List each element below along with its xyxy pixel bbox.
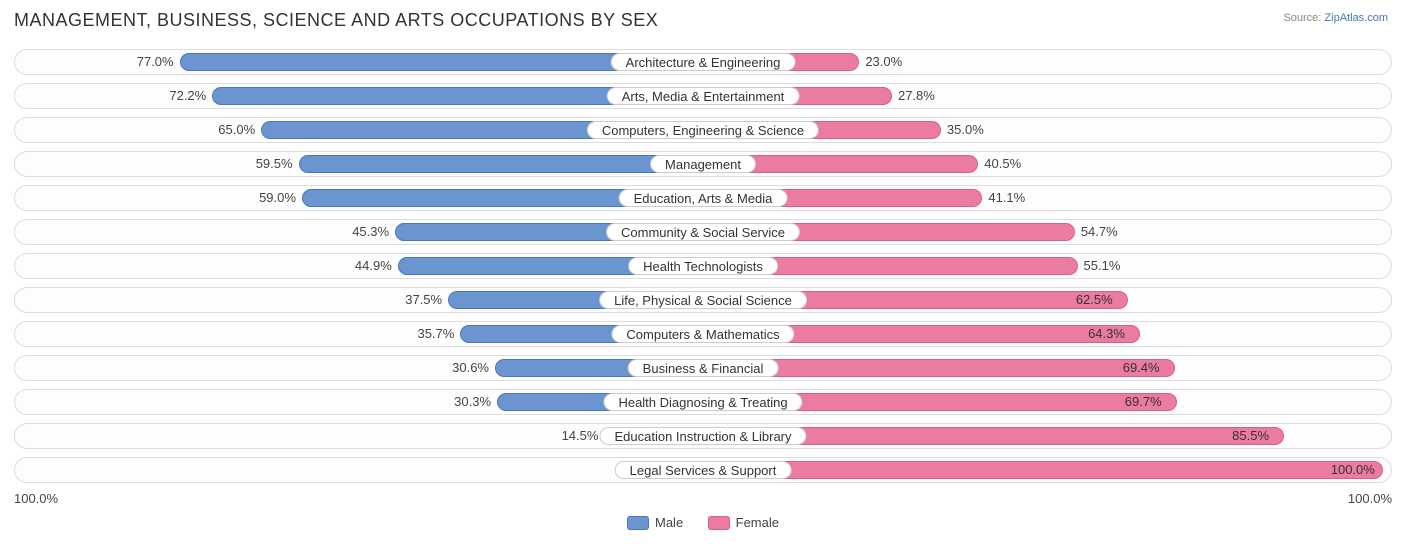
- pct-female-label: 35.0%: [947, 122, 984, 137]
- bar-male: [299, 155, 703, 173]
- axis-left-label: 100.0%: [14, 491, 58, 506]
- axis-right-label: 100.0%: [1348, 491, 1392, 506]
- category-label: Business & Financial: [628, 359, 779, 377]
- pct-male-label: 14.5%: [562, 428, 599, 443]
- pct-male-label: 45.3%: [352, 224, 389, 239]
- category-label: Life, Physical & Social Science: [599, 291, 807, 309]
- chart-title: MANAGEMENT, BUSINESS, SCIENCE AND ARTS O…: [0, 0, 1406, 31]
- category-label: Health Diagnosing & Treating: [603, 393, 802, 411]
- chart-row: 0.0%100.0%Legal Services & Support: [14, 457, 1392, 483]
- category-label: Management: [650, 155, 756, 173]
- legend-male: Male: [627, 515, 683, 530]
- legend: Male Female: [0, 515, 1406, 535]
- bar-female: [703, 461, 1383, 479]
- chart-row: 35.7% 64.3% Computers & Mathematics: [14, 321, 1392, 347]
- category-label: Health Technologists: [628, 257, 778, 275]
- pct-female-label: 23.0%: [865, 54, 902, 69]
- chart-row: 59.0% 41.1% Education, Arts & Media: [14, 185, 1392, 211]
- pct-female-label: 41.1%: [988, 190, 1025, 205]
- pct-female-label: 64.3%: [1088, 326, 1125, 341]
- pct-male-label: 44.9%: [355, 258, 392, 273]
- pct-male-label: 35.7%: [417, 326, 454, 341]
- pct-male-label: 72.2%: [169, 88, 206, 103]
- category-label: Community & Social Service: [606, 223, 800, 241]
- pct-female-label: 62.5%: [1076, 292, 1113, 307]
- pct-male-label: 65.0%: [218, 122, 255, 137]
- chart-row: 14.5% 85.5% Education Instruction & Librar…: [14, 423, 1392, 449]
- source-attribution: Source: ZipAtlas.com: [1283, 12, 1388, 24]
- pct-male-label: 77.0%: [137, 54, 174, 69]
- category-label: Education Instruction & Library: [599, 427, 806, 445]
- pct-male-label: 30.6%: [452, 360, 489, 375]
- pct-male-label: 59.0%: [259, 190, 296, 205]
- legend-female-swatch: [708, 516, 730, 530]
- chart-body: 77.0% 23.0% Architecture & Engineering 72.2…: [14, 49, 1392, 483]
- category-label: Education, Arts & Media: [619, 189, 788, 207]
- chart-row: 37.5% 62.5% Life, Physical & Social Scienc…: [14, 287, 1392, 313]
- pct-female-label: 27.8%: [898, 88, 935, 103]
- category-label: Computers, Engineering & Science: [587, 121, 819, 139]
- chart-row: 77.0% 23.0% Architecture & Engineering: [14, 49, 1392, 75]
- source-name: ZipAtlas.com: [1324, 12, 1388, 24]
- legend-male-label: Male: [655, 515, 683, 530]
- legend-female: Female: [708, 515, 779, 530]
- legend-female-label: Female: [736, 515, 779, 530]
- pct-female-label: 54.7%: [1081, 224, 1118, 239]
- pct-female-label: 40.5%: [984, 156, 1021, 171]
- chart-row: 65.0% 35.0% Computers, Engineering & Scien…: [14, 117, 1392, 143]
- chart-row: 45.3% 54.7% Community & Social Service: [14, 219, 1392, 245]
- chart-row: 59.5% 40.5% Management: [14, 151, 1392, 177]
- source-label: Source:: [1283, 12, 1321, 24]
- pct-male-label: 30.3%: [454, 394, 491, 409]
- pct-female-label: 69.7%: [1125, 394, 1162, 409]
- chart-row: 30.6% 69.4% Business & Financial: [14, 355, 1392, 381]
- legend-male-swatch: [627, 516, 649, 530]
- pct-female-label: 55.1%: [1084, 258, 1121, 273]
- category-label: Arts, Media & Entertainment: [607, 87, 800, 105]
- category-label: Computers & Mathematics: [611, 325, 794, 343]
- category-label: Legal Services & Support: [615, 461, 792, 479]
- chart-row: 44.9% 55.1% Health Technologists: [14, 253, 1392, 279]
- pct-male-label: 59.5%: [256, 156, 293, 171]
- pct-male-label: 37.5%: [405, 292, 442, 307]
- pct-female-label: 100.0%: [1331, 462, 1375, 477]
- pct-female-label: 85.5%: [1232, 428, 1269, 443]
- chart-row: 72.2% 27.8% Arts, Media & Entertainment: [14, 83, 1392, 109]
- x-axis: 100.0% 100.0%: [14, 491, 1392, 509]
- chart-row: 30.3% 69.7% Health Diagnosing & Treating: [14, 389, 1392, 415]
- pct-female-label: 69.4%: [1123, 360, 1160, 375]
- category-label: Architecture & Engineering: [611, 53, 796, 71]
